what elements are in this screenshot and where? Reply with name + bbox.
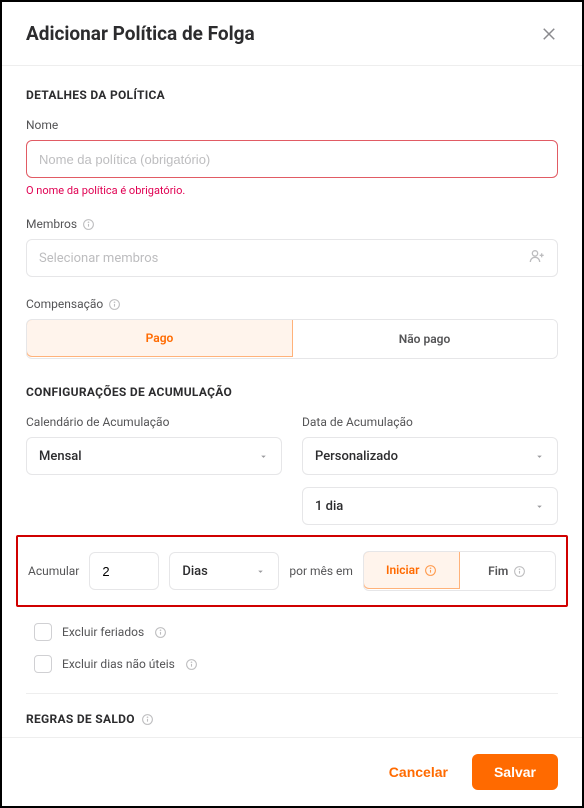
modal-footer: Cancelar Salvar [2,737,582,806]
accrual-day-value: 1 dia [315,499,343,514]
accrue-mid: por mês em [289,564,353,578]
section-title-balance: REGRAS DE SALDO [26,712,558,726]
accrual-date-value: Personalizado [315,449,398,464]
info-icon [154,626,167,639]
seg-end-label: Fim [488,564,508,578]
accrual-date-select[interactable]: Personalizado [302,437,558,475]
seg-start[interactable]: Iniciar [363,551,461,589]
balance-title-text: REGRAS DE SALDO [26,712,135,726]
divider [26,693,558,694]
field-schedule: Calendário de Acumulação Mensal [26,415,282,525]
seg-start-label: Iniciar [386,563,419,577]
accrual-day-select[interactable]: 1 dia [302,487,558,525]
modal-header: Adicionar Política de Folga [2,2,582,66]
info-icon [424,564,437,577]
chevron-down-icon [255,566,266,577]
modal-body: DETALHES DA POLÍTICA Nome O nome da polí… [2,66,582,737]
accrue-unit-value: Dias [182,564,208,579]
chevron-down-icon [258,451,269,462]
accrue-amount-input[interactable] [89,552,159,590]
compensation-segmented: Pago Não pago [26,319,558,359]
exclude-holidays-checkbox[interactable] [34,623,52,641]
chevron-down-icon [534,451,545,462]
exclude-holidays-label: Excluir feriados [62,625,144,639]
schedule-value: Mensal [39,449,82,464]
accrue-prefix: Acumular [28,564,79,578]
accrual-two-col: Calendário de Acumulação Mensal Data de … [26,415,558,525]
seg-unpaid[interactable]: Não pago [292,320,557,358]
modal: Adicionar Política de Folga DETALHES DA … [0,0,584,808]
exclude-nonwork-checkbox[interactable] [34,655,52,673]
members-select[interactable]: Selecionar membros [26,239,558,277]
field-compensation: Compensação Pago Não pago [26,297,558,359]
accrue-row-highlight: Acumular Dias por mês em Iniciar Fim [16,535,568,607]
field-members: Membros Selecionar membros [26,217,558,277]
close-icon[interactable] [540,25,558,43]
members-label: Membros [26,217,558,231]
schedule-label: Calendário de Acumulação [26,415,282,429]
exclude-nonwork-label: Excluir dias não úteis [62,657,175,671]
add-user-icon [529,248,545,268]
accrual-date-label: Data de Acumulação [302,415,558,429]
info-icon [108,298,121,311]
name-input[interactable] [26,140,558,178]
info-icon [82,218,95,231]
compensation-label: Compensação [26,297,558,311]
seg-paid[interactable]: Pago [26,319,293,357]
field-accrual-date: Data de Acumulação Personalizado 1 dia [302,415,558,525]
chevron-down-icon [534,501,545,512]
section-title-accrual: CONFIGURAÇÕES DE ACUMULAÇÃO [26,385,558,399]
checkbox-exclude-nonwork: Excluir dias não úteis [34,655,558,673]
section-title-policy-details: DETALHES DA POLÍTICA [26,88,558,102]
field-name: Nome O nome da política é obrigatório. [26,118,558,197]
name-label: Nome [26,118,558,132]
members-label-text: Membros [26,217,77,231]
info-icon [141,713,154,726]
checkbox-exclude-holidays: Excluir feriados [34,623,558,641]
cancel-button[interactable]: Cancelar [383,763,454,781]
accrue-unit-select[interactable]: Dias [169,552,279,590]
info-icon [513,565,526,578]
info-icon [185,658,198,671]
save-button[interactable]: Salvar [472,754,558,790]
compensation-label-text: Compensação [26,297,103,311]
schedule-select[interactable]: Mensal [26,437,282,475]
name-error: O nome da política é obrigatório. [26,184,558,197]
members-placeholder: Selecionar membros [39,251,158,266]
modal-title: Adicionar Política de Folga [26,22,255,45]
seg-end[interactable]: Fim [459,552,555,590]
start-end-segmented: Iniciar Fim [363,551,556,591]
